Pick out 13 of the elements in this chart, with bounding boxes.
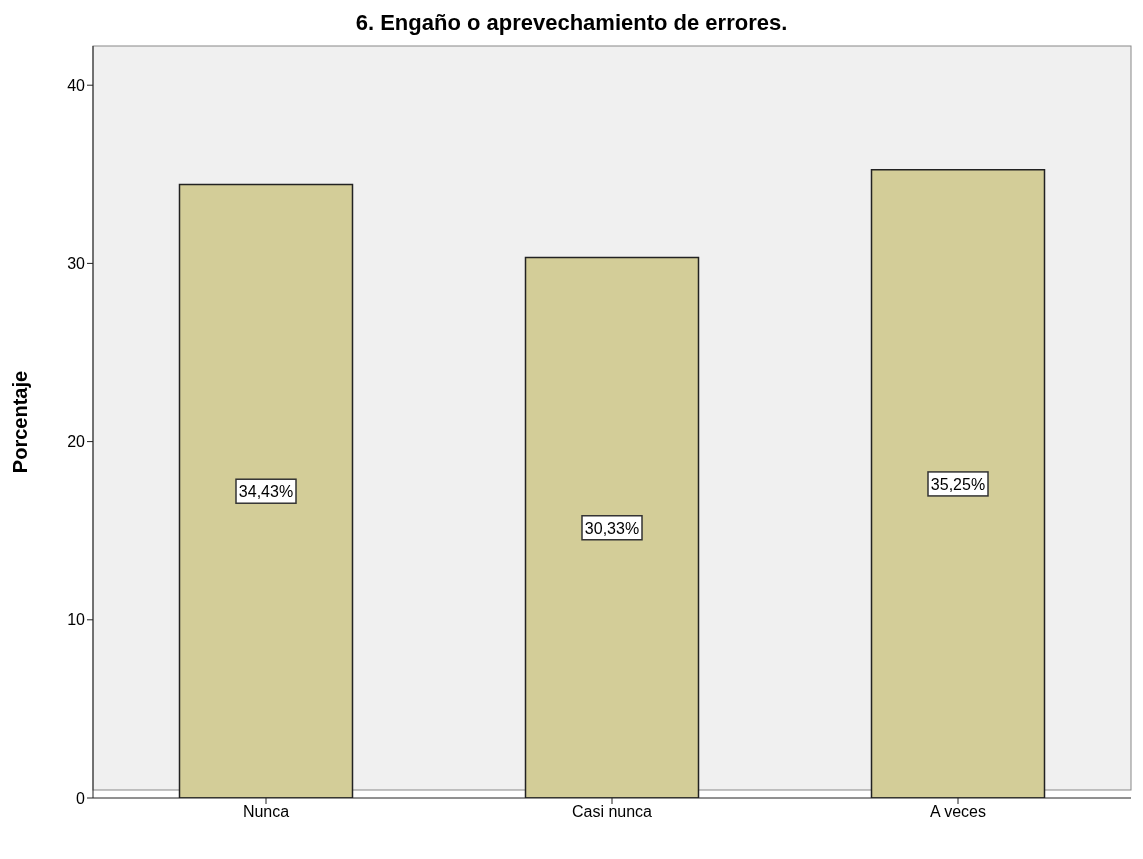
y-tick-label: 40 <box>67 76 86 94</box>
y-tick-label: 30 <box>67 255 86 273</box>
y-tick-label: 20 <box>67 433 86 451</box>
chart-title: 6. Engaño o aprevechamiento de errores. <box>354 9 789 37</box>
y-axis-title: Porcentaje <box>9 370 32 474</box>
data-label: 35,25% <box>930 475 986 493</box>
y-tick-label: 0 <box>76 789 86 807</box>
x-tick-label: Casi nunca <box>571 803 653 821</box>
x-tick-label: Nunca <box>242 803 290 821</box>
y-tick-label: 10 <box>67 611 86 629</box>
data-label: 34,43% <box>238 483 294 501</box>
x-tick-label: A veces <box>929 803 987 821</box>
data-label: 30,33% <box>584 519 640 537</box>
